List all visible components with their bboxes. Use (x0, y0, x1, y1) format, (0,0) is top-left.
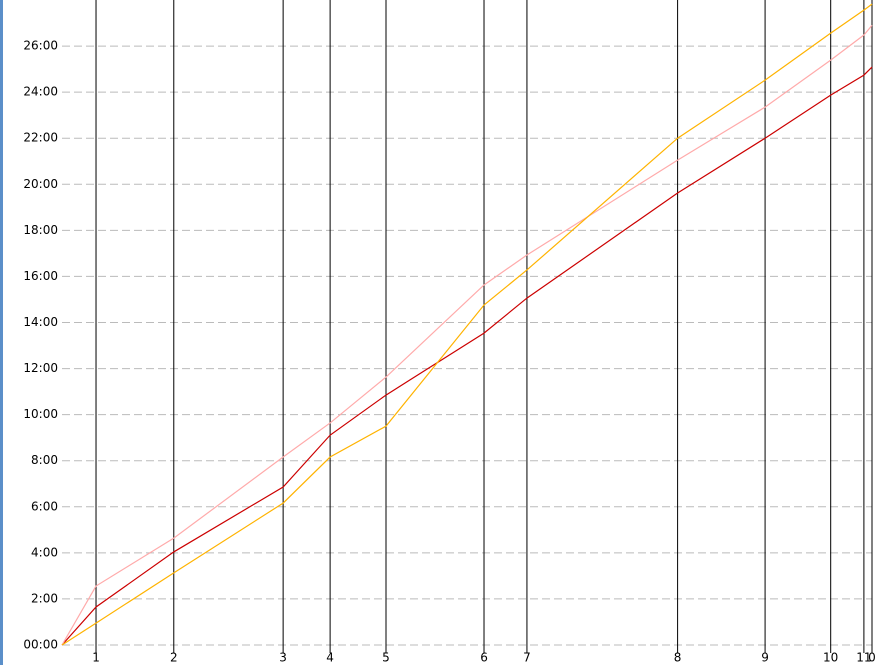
x-tick-label: 9 (761, 651, 769, 665)
lines (61, 3, 873, 646)
series-line (61, 66, 873, 646)
y-tick-label: 14:00 (23, 315, 58, 329)
x-tick-label: 3 (279, 651, 287, 665)
x-tick-label: 10 (823, 651, 838, 665)
x-tick-label: 1 (92, 651, 100, 665)
series-line (61, 3, 873, 646)
y-tick-label: 22:00 (23, 131, 58, 145)
y-tick-label: 00:00 (23, 638, 58, 652)
series-line (61, 24, 873, 646)
y-tick-label: 24:00 (23, 85, 58, 99)
x-tick-label: 6 (480, 651, 488, 665)
x-tick-label: 5 (382, 651, 390, 665)
y-tick-label: 6:00 (31, 499, 58, 513)
x-tick-label: 2 (170, 651, 178, 665)
y-tick-label: 10:00 (23, 407, 58, 421)
y-tick-label: 20:00 (23, 177, 58, 191)
y-tick-label: 26:00 (23, 39, 58, 53)
y-tick-label: 2:00 (31, 591, 58, 605)
x-tick-label: 7 (523, 651, 531, 665)
x-tick-label: 0 (868, 651, 876, 665)
x-tick-label: 11 (856, 651, 871, 665)
y-tick-label: 18:00 (23, 223, 58, 237)
x-tick-label: 4 (326, 651, 334, 665)
y-tick-label: 12:00 (23, 361, 58, 375)
y-tick-label: 16:00 (23, 269, 58, 283)
grid (62, 0, 873, 653)
x-tick-label: 8 (674, 651, 682, 665)
y-tick-label: 8:00 (31, 453, 58, 467)
y-tick-label: 4:00 (31, 545, 58, 559)
labels: 00:00 2:00 4:00 6:00 8:00 10:00 12:00 14:00 16:0… (23, 39, 875, 665)
